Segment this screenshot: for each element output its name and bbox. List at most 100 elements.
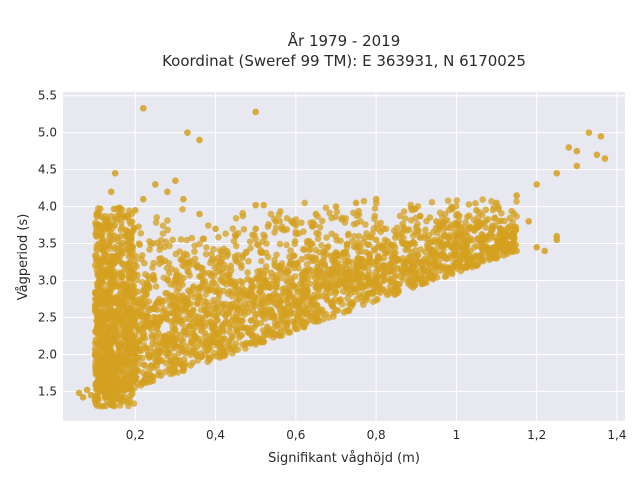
data-point: [113, 216, 121, 223]
data-point: [162, 238, 170, 246]
data-point: [374, 253, 382, 261]
data-point: [153, 324, 160, 331]
data-point: [478, 244, 485, 251]
data-point: [204, 287, 212, 294]
data-point: [500, 229, 507, 237]
data-point: [93, 233, 100, 240]
data-point: [126, 207, 133, 215]
data-point: [200, 235, 208, 243]
data-point: [400, 234, 407, 242]
data-point: [164, 351, 171, 358]
data-point: [165, 259, 173, 267]
data-point: [228, 280, 235, 288]
data-point: [396, 280, 403, 288]
data-point: [533, 181, 540, 188]
data-point: [366, 233, 373, 241]
data-point: [422, 226, 429, 234]
data-point: [123, 340, 131, 347]
data-point: [256, 283, 264, 291]
data-point: [219, 269, 226, 277]
data-point: [308, 301, 315, 309]
data-point: [137, 311, 144, 319]
data-point: [407, 240, 415, 248]
data-point: [441, 218, 449, 225]
data-point: [227, 262, 235, 270]
data-point: [565, 144, 573, 151]
data-point: [479, 196, 486, 203]
data-point: [95, 384, 103, 392]
data-point: [104, 341, 112, 348]
data-point: [273, 251, 280, 259]
data-point: [107, 401, 115, 409]
data-point: [190, 345, 198, 353]
data-point: [417, 246, 424, 253]
data-point: [96, 224, 104, 232]
data-point: [265, 221, 272, 228]
data-point: [276, 332, 284, 340]
data-point: [191, 248, 198, 255]
data-point: [312, 246, 320, 254]
data-point: [319, 279, 327, 287]
data-point: [366, 255, 374, 262]
data-point: [168, 329, 176, 337]
data-point: [337, 296, 344, 303]
data-point: [218, 251, 225, 259]
data-point: [188, 234, 196, 242]
data-point: [258, 257, 265, 265]
data-point: [179, 337, 187, 344]
data-point: [150, 348, 158, 356]
data-point: [259, 336, 266, 343]
data-point: [278, 225, 286, 233]
data-point: [105, 238, 112, 246]
data-point: [172, 250, 180, 258]
data-point: [102, 273, 110, 281]
data-point: [381, 269, 389, 277]
data-point: [371, 215, 378, 223]
data-point: [489, 206, 497, 214]
data-point: [352, 243, 360, 251]
data-point: [260, 295, 267, 302]
data-point: [115, 395, 123, 403]
data-point: [245, 329, 252, 337]
data-point: [261, 329, 269, 336]
data-point: [452, 202, 460, 210]
data-point: [184, 259, 191, 266]
data-point: [401, 260, 408, 267]
data-point: [249, 333, 257, 340]
data-point: [140, 330, 148, 337]
data-point: [362, 221, 369, 228]
data-point: [139, 369, 147, 377]
data-point: [213, 282, 220, 290]
data-point: [597, 133, 605, 140]
data-point: [91, 396, 99, 404]
data-point: [405, 272, 413, 280]
data-point: [83, 386, 91, 394]
data-point: [247, 324, 255, 332]
data-point: [343, 283, 350, 291]
data-point: [278, 260, 286, 267]
data-point: [291, 320, 298, 328]
data-point: [210, 300, 218, 307]
data-point: [145, 323, 153, 331]
data-point: [332, 249, 340, 256]
data-point: [266, 293, 274, 301]
data-point: [100, 353, 108, 361]
data-point: [453, 197, 461, 204]
data-point: [504, 250, 511, 258]
data-point: [482, 206, 490, 214]
data-point: [212, 288, 219, 295]
data-point: [382, 225, 390, 233]
data-point: [480, 249, 487, 256]
data-point: [179, 367, 187, 374]
data-point: [250, 283, 258, 290]
data-point: [224, 250, 232, 258]
chart-title-line-2: Koordinat (Sweref 99 TM): E 363931, N 61…: [162, 52, 526, 70]
data-point: [277, 309, 285, 317]
data-point: [111, 245, 119, 253]
data-point: [99, 379, 107, 386]
x-tick-label: 1,2: [527, 428, 546, 442]
data-point: [229, 349, 236, 357]
data-point: [126, 245, 133, 253]
data-point: [123, 232, 131, 240]
data-point: [303, 260, 311, 268]
